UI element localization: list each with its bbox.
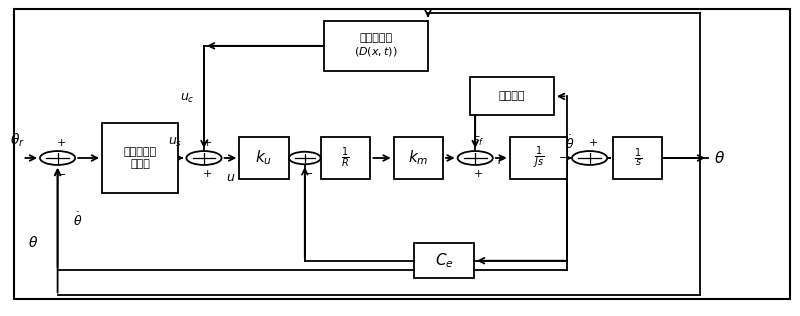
Circle shape <box>186 151 222 165</box>
Text: $\theta$: $\theta$ <box>714 150 725 166</box>
Bar <box>394 137 443 179</box>
Text: $+$: $+$ <box>474 168 483 179</box>
Text: $u$: $u$ <box>226 171 235 184</box>
Text: $\dot{\theta}$: $\dot{\theta}$ <box>73 212 82 229</box>
Text: $+$: $+$ <box>202 137 212 148</box>
Text: $\frac{1}{R}$: $\frac{1}{R}$ <box>342 146 350 170</box>
Bar <box>414 243 474 278</box>
Bar <box>324 21 428 71</box>
Text: $k_u$: $k_u$ <box>255 149 273 167</box>
Text: $\frac{1}{Js}$: $\frac{1}{Js}$ <box>533 145 544 171</box>
Text: $-$: $-$ <box>56 168 66 178</box>
Text: $+$: $+$ <box>56 137 66 148</box>
Text: $-$: $-$ <box>558 151 568 161</box>
Bar <box>102 123 178 193</box>
Text: $F_f$: $F_f$ <box>472 134 485 148</box>
Text: 灰色预估器
$(D(x,t))$: 灰色预估器 $(D(x,t))$ <box>354 33 398 58</box>
Text: $+$: $+$ <box>588 137 598 148</box>
Text: $\dot{\theta}$: $\dot{\theta}$ <box>565 134 574 152</box>
Bar <box>239 137 289 179</box>
Bar <box>510 137 567 179</box>
Text: $u_s$: $u_s$ <box>168 136 182 149</box>
Text: $-$: $-$ <box>26 151 36 161</box>
Text: 滑模变结构
控制器: 滑模变结构 控制器 <box>123 147 157 169</box>
Circle shape <box>572 151 607 165</box>
Circle shape <box>289 152 321 164</box>
Circle shape <box>458 151 493 165</box>
Text: $\theta_r$: $\theta_r$ <box>10 131 25 149</box>
Bar <box>321 137 370 179</box>
Bar <box>613 137 662 179</box>
Text: $-$: $-$ <box>303 167 313 177</box>
Text: $\frac{1}{s}$: $\frac{1}{s}$ <box>634 147 642 169</box>
Text: $k_m$: $k_m$ <box>408 149 429 167</box>
Text: 摩擦模型: 摩擦模型 <box>498 91 526 101</box>
Text: $C_e$: $C_e$ <box>434 251 454 270</box>
Bar <box>470 77 554 115</box>
Text: $+$: $+$ <box>202 168 212 179</box>
Text: $u_c$: $u_c$ <box>180 92 194 105</box>
Text: $-$: $-$ <box>443 151 454 161</box>
Text: $F$: $F$ <box>497 154 506 166</box>
Text: $\theta$: $\theta$ <box>29 235 38 250</box>
Circle shape <box>40 151 75 165</box>
